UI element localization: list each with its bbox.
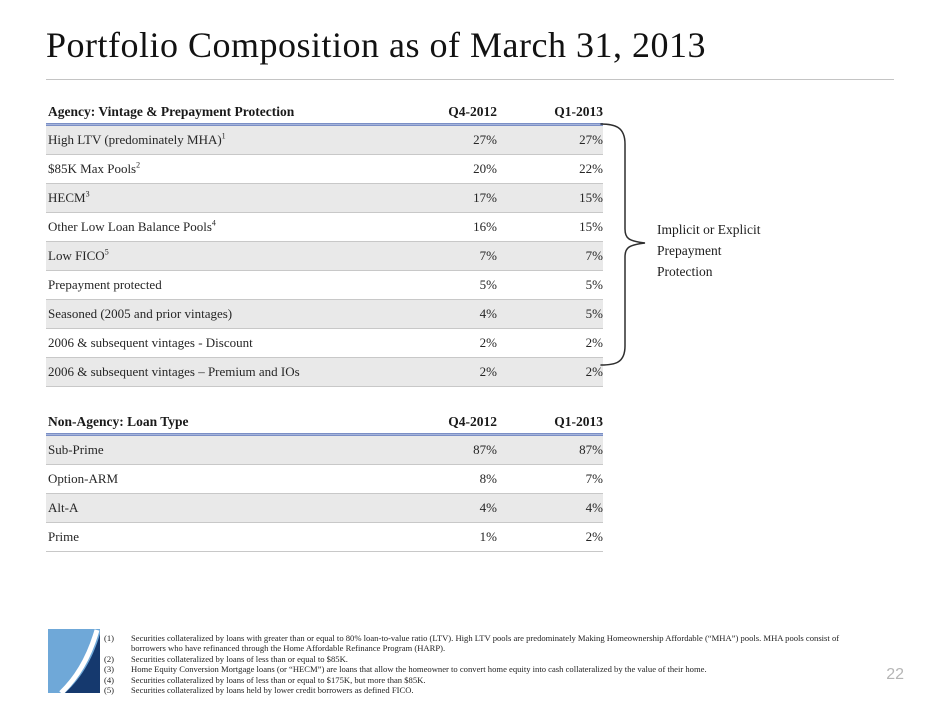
row-label: Other Low Loan Balance Pools4: [48, 218, 216, 234]
footnote-number: (2): [104, 653, 115, 664]
footnote-text: Securities collateralized by loans with …: [131, 633, 840, 654]
value-q4-2012: 5%: [479, 277, 497, 292]
footnote-reference: 5: [104, 247, 109, 257]
table-row: Prime 1% 2%: [46, 523, 603, 552]
header-underline: [46, 123, 603, 126]
table-row: High LTV (predominately MHA)1 27% 27%: [46, 126, 603, 155]
table-row: 2006 & subsequent vintages – Premium and…: [46, 358, 603, 387]
row-label: 2006 & subsequent vintages – Premium and…: [48, 364, 300, 379]
value-q4-2012: 87%: [473, 442, 497, 457]
agency-table-title: Agency: Vintage & Prepayment Protection: [48, 104, 295, 119]
header-underline: [46, 433, 603, 436]
table-row: 2006 & subsequent vintages - Discount 2% 2…: [46, 329, 603, 358]
title-divider: [46, 79, 894, 80]
row-label: Seasoned (2005 and prior vintages): [48, 306, 233, 321]
footnote-text: Securities collateralized by loans of le…: [131, 674, 426, 685]
table-row: Alt-A 4% 4%: [46, 494, 603, 523]
table-row: HECM3 17% 15%: [46, 184, 603, 213]
company-logo-icon: [48, 629, 100, 693]
footnote-text: Home Equity Conversion Mortgage loans (o…: [131, 664, 707, 675]
non-agency-table: Non-Agency: Loan Type Q4-2012 Q1-2013 Su…: [46, 410, 603, 552]
value-q1-2013: 4%: [585, 500, 603, 515]
footnote: (4) Securities collateralized by loans of…: [104, 675, 874, 685]
value-q4-2012: 4%: [479, 306, 497, 321]
row-label: Prime: [48, 529, 80, 544]
row-label: $85K Max Pools2: [48, 160, 141, 176]
row-label: Alt-A: [48, 500, 79, 515]
value-q1-2013: 7%: [585, 248, 603, 263]
value-q4-2012: 17%: [473, 190, 497, 205]
value-q1-2013: 2%: [585, 364, 603, 379]
footnote-reference: 3: [85, 189, 90, 199]
value-q4-2012: 4%: [479, 500, 497, 515]
row-label: HECM3: [48, 189, 90, 205]
footnote-text: Securities collateralized by loans of le…: [131, 653, 348, 664]
table-row: $85K Max Pools2 20% 22%: [46, 155, 603, 184]
non-agency-table-title: Non-Agency: Loan Type: [48, 414, 189, 429]
value-q4-2012: 16%: [473, 219, 497, 234]
value-q4-2012: 20%: [473, 161, 497, 176]
footnote-reference: 2: [136, 160, 141, 170]
value-q4-2012: 8%: [479, 471, 497, 486]
col-header-q4-2012: Q4-2012: [448, 104, 497, 119]
value-q1-2013: 15%: [579, 190, 603, 205]
footnote: (3) Home Equity Conversion Mortgage loans…: [104, 664, 874, 674]
value-q1-2013: 5%: [585, 277, 603, 292]
row-label: 2006 & subsequent vintages - Discount: [48, 335, 253, 350]
footnote-number: (4): [104, 674, 115, 685]
footnote-reference: 1: [221, 131, 226, 141]
prepayment-protection-note: Implicit or Explicit Prepayment Protecti…: [657, 222, 761, 279]
row-label: Option-ARM: [48, 471, 119, 486]
value-q4-2012: 1%: [479, 529, 497, 544]
value-q1-2013: 27%: [579, 132, 603, 147]
value-q1-2013: 2%: [585, 335, 603, 350]
footnote: (5) Securities collateralized by loans he…: [104, 685, 874, 695]
col-header-q4-2012: Q4-2012: [448, 414, 497, 429]
value-q4-2012: 27%: [473, 132, 497, 147]
col-header-q1-2013: Q1-2013: [554, 104, 603, 119]
row-label: Sub-Prime: [48, 442, 104, 457]
value-q1-2013: 2%: [585, 529, 603, 544]
footnote-number: (3): [104, 664, 115, 675]
table-row: Prepayment protected 5% 5%: [46, 271, 603, 300]
non-agency-table-header: Non-Agency: Loan Type Q4-2012 Q1-2013: [46, 410, 603, 433]
table-row: Low FICO5 7% 7%: [46, 242, 603, 271]
page-number: 22: [886, 666, 904, 683]
page-title: Portfolio Composition as of March 31, 20…: [46, 25, 706, 65]
footnote-reference: 4: [211, 218, 216, 228]
table-row: Sub-Prime 87% 87%: [46, 436, 603, 465]
value-q1-2013: 7%: [585, 471, 603, 486]
table-row: Option-ARM 8% 7%: [46, 465, 603, 494]
footnotes: (1) Securities collateralized by loans wi…: [104, 633, 874, 695]
brace-annotation-icon: [600, 123, 646, 366]
value-q4-2012: 2%: [479, 364, 497, 379]
footnote-text: Securities collateralized by loans held …: [131, 685, 414, 696]
footnote: (2) Securities collateralized by loans of…: [104, 654, 874, 664]
value-q4-2012: 2%: [479, 335, 497, 350]
footnote: (1) Securities collateralized by loans wi…: [104, 633, 874, 654]
row-label: Prepayment protected: [48, 277, 162, 292]
agency-table: Agency: Vintage & Prepayment Protection …: [46, 100, 603, 387]
value-q1-2013: 87%: [579, 442, 603, 457]
non-agency-table-body: Sub-Prime 87% 87% Option-ARM 8% 7% Alt-A 4% 4% Pr…: [46, 436, 603, 552]
table-row: Other Low Loan Balance Pools4 16% 15%: [46, 213, 603, 242]
footnote-number: (1): [104, 633, 115, 643]
row-label: Low FICO5: [48, 247, 109, 263]
agency-table-body: High LTV (predominately MHA)1 27% 27% $85K …: [46, 126, 603, 387]
footnote-number: (5): [104, 685, 115, 696]
value-q1-2013: 22%: [579, 161, 603, 176]
row-label: High LTV (predominately MHA)1: [48, 131, 226, 147]
agency-table-header: Agency: Vintage & Prepayment Protection …: [46, 100, 603, 123]
value-q4-2012: 7%: [479, 248, 497, 263]
value-q1-2013: 15%: [579, 219, 603, 234]
table-row: Seasoned (2005 and prior vintages) 4% 5%: [46, 300, 603, 329]
value-q1-2013: 5%: [585, 306, 603, 321]
col-header-q1-2013: Q1-2013: [554, 414, 603, 429]
